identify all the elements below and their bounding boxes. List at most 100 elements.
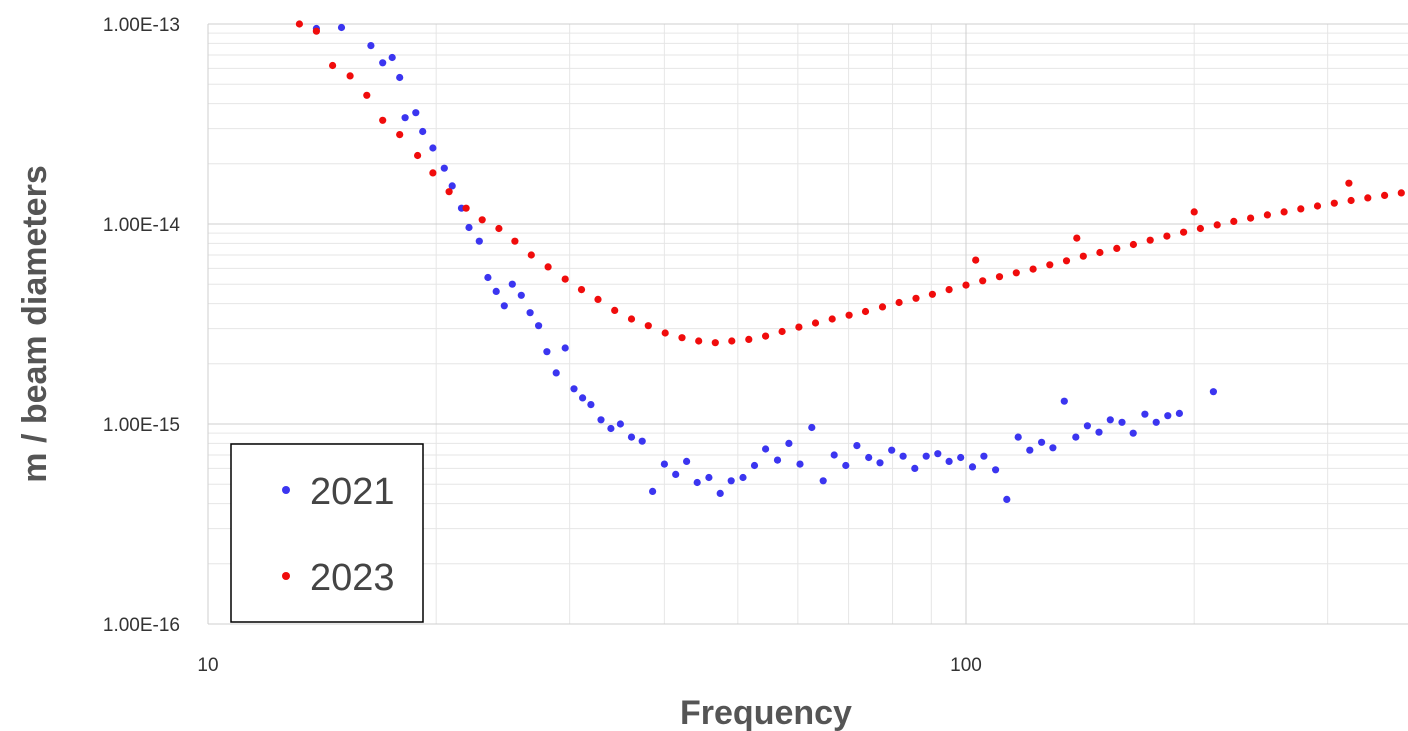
- point-2021: [945, 457, 953, 465]
- point-2023: [695, 337, 703, 345]
- y-tick-label: 1.00E-13: [103, 15, 180, 36]
- major-gridlines: [207, 23, 1408, 625]
- point-2021: [1014, 433, 1022, 441]
- point-2023: [1180, 228, 1188, 236]
- point-2021: [1049, 444, 1057, 452]
- point-2023: [811, 319, 820, 327]
- point-2023: [928, 290, 937, 298]
- point-2023: [972, 256, 980, 264]
- point-2021: [587, 401, 595, 409]
- point-2023: [912, 294, 920, 302]
- point-2023: [979, 277, 987, 285]
- legend-label-2023: 2023: [310, 557, 395, 599]
- point-2021: [819, 477, 827, 485]
- x-tick-labels: 10 100: [197, 655, 981, 676]
- point-2021: [649, 487, 657, 495]
- point-2023: [778, 327, 786, 336]
- point-2023: [478, 216, 486, 224]
- y-tick-label: 1.00E-14: [103, 215, 181, 236]
- point-2021: [412, 109, 420, 117]
- point-2023: [379, 116, 387, 124]
- point-2021: [727, 477, 735, 485]
- point-2023: [711, 339, 719, 347]
- point-2021: [876, 459, 884, 467]
- point-2023: [1146, 236, 1154, 244]
- point-2021: [465, 223, 473, 232]
- point-2023: [577, 286, 586, 294]
- point-2021: [1038, 438, 1046, 446]
- point-2021: [911, 464, 919, 472]
- point-2021: [1026, 446, 1034, 454]
- point-2021: [379, 59, 387, 67]
- y-tick-labels: 1.00E-13 1.00E-14 1.00E-15 1.00E-16: [103, 15, 181, 636]
- point-2021: [934, 450, 942, 458]
- point-2023: [795, 323, 803, 331]
- point-2023: [295, 20, 303, 28]
- series-2023: [295, 20, 1405, 347]
- point-2023: [594, 295, 602, 303]
- point-2021: [508, 280, 516, 288]
- point-2023: [678, 334, 686, 342]
- point-2023: [1012, 269, 1020, 277]
- point-2021: [475, 237, 483, 245]
- point-2021: [367, 42, 375, 50]
- point-2023: [396, 131, 404, 139]
- point-2021: [705, 473, 713, 482]
- point-2023: [1213, 221, 1221, 229]
- point-2021: [660, 460, 669, 468]
- point-2023: [661, 329, 669, 337]
- point-2021: [842, 461, 850, 470]
- point-2021: [808, 423, 816, 432]
- point-2023: [1062, 257, 1071, 265]
- legend-marker-2023: [282, 572, 290, 580]
- point-2023: [1280, 208, 1288, 216]
- point-2021: [1129, 429, 1137, 437]
- point-2021: [716, 489, 724, 497]
- point-2021: [683, 457, 691, 465]
- point-2023: [1079, 252, 1087, 260]
- x-tick-label: 100: [950, 655, 982, 676]
- point-2023: [1364, 194, 1372, 202]
- point-2023: [363, 91, 371, 99]
- point-2023: [1163, 232, 1171, 240]
- point-2021: [865, 453, 873, 462]
- point-2021: [922, 452, 930, 460]
- point-2021: [1072, 433, 1080, 441]
- point-2021: [1175, 409, 1183, 417]
- point-2021: [607, 424, 615, 433]
- point-2021: [796, 460, 804, 468]
- point-2021: [1095, 428, 1103, 436]
- point-2021: [517, 291, 525, 299]
- point-2023: [1230, 217, 1238, 225]
- point-2023: [845, 311, 853, 319]
- point-2023: [495, 224, 503, 233]
- point-2021: [830, 451, 838, 459]
- point-2023: [527, 251, 535, 259]
- point-2023: [329, 61, 337, 70]
- point-2021: [888, 446, 896, 454]
- point-2023: [312, 27, 320, 35]
- y-tick-label: 1.00E-16: [103, 615, 180, 636]
- point-2021: [552, 369, 560, 377]
- point-2023: [1397, 189, 1405, 197]
- point-2023: [346, 72, 354, 80]
- point-2023: [1190, 208, 1198, 216]
- point-2023: [962, 281, 970, 289]
- point-2021: [785, 439, 793, 447]
- y-tick-label: 1.00E-15: [103, 415, 180, 436]
- point-2021: [419, 127, 427, 136]
- point-2021: [1060, 397, 1068, 405]
- point-2021: [1003, 495, 1011, 503]
- point-2023: [445, 188, 453, 196]
- point-2021: [1209, 388, 1217, 396]
- point-2021: [762, 445, 770, 453]
- point-2023: [1297, 205, 1305, 213]
- point-2021: [968, 463, 977, 471]
- point-2021: [693, 478, 701, 487]
- point-2021: [1141, 410, 1149, 418]
- point-2021: [492, 287, 500, 295]
- point-2021: [543, 348, 551, 356]
- point-2021: [957, 453, 965, 462]
- point-2023: [1381, 191, 1389, 199]
- legend: 2021 2023: [230, 443, 424, 623]
